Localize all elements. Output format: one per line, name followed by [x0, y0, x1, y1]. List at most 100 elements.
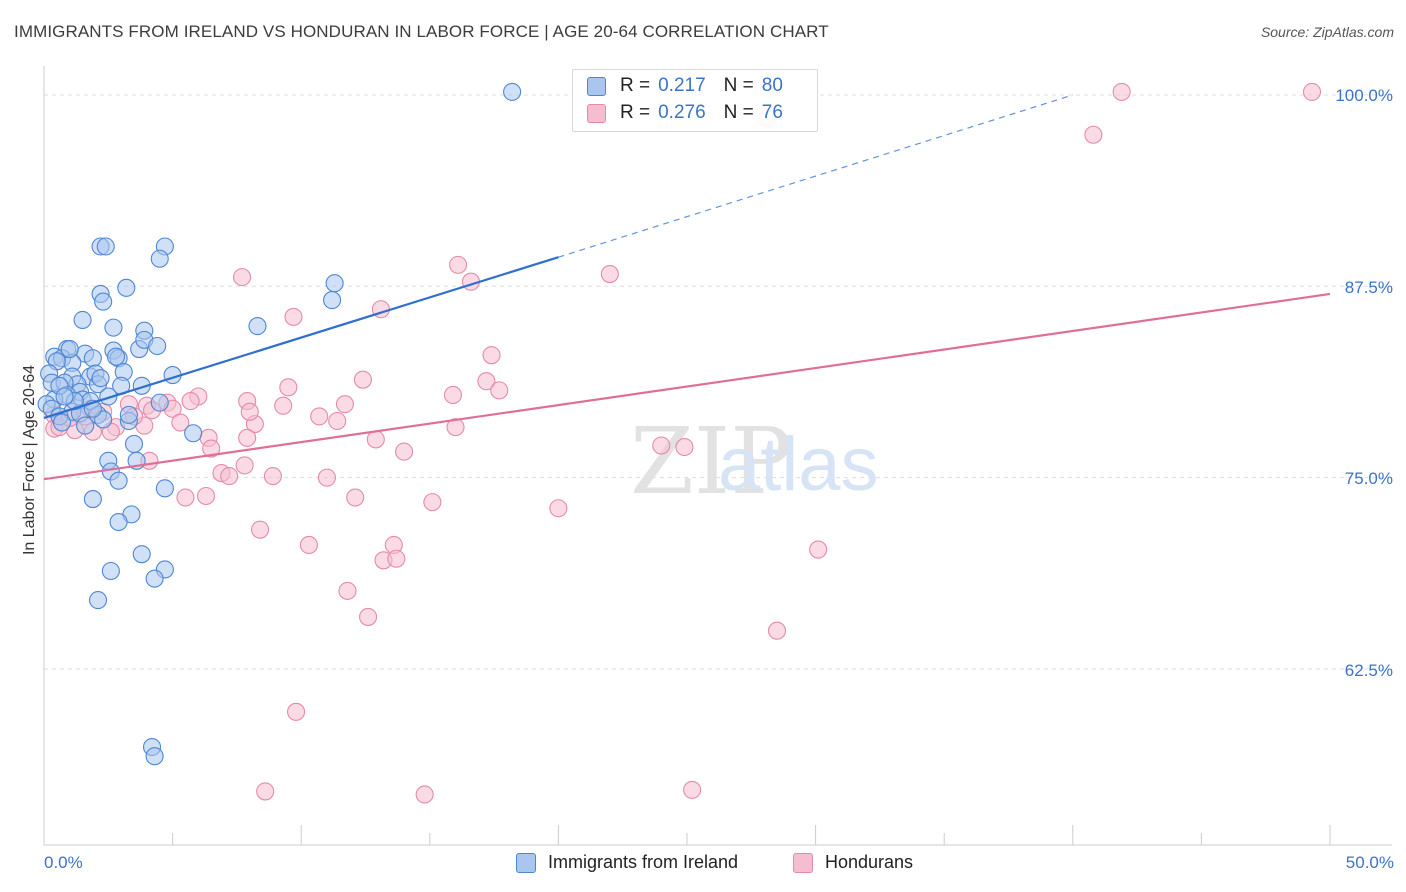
legend-n-value: 80	[761, 75, 783, 96]
hondurans-point	[387, 549, 406, 568]
source-label: Source: ZipAtlas.com	[1260, 24, 1394, 40]
hondurans-point	[1302, 82, 1322, 101]
hondurans-point	[171, 413, 190, 432]
hondurans-point	[549, 499, 568, 518]
ireland-point	[145, 569, 164, 588]
ireland-trend-extension	[558, 94, 1073, 258]
hondurans-point	[310, 407, 329, 426]
hondurans-point	[287, 702, 306, 721]
y-tick-label-100: 100.0%	[1335, 86, 1393, 105]
ireland-point	[99, 387, 118, 406]
hondurans-point	[449, 255, 468, 274]
legend-r-value: 0.276	[658, 102, 706, 123]
hondurans-point	[256, 782, 275, 801]
axes	[43, 66, 1392, 846]
hondurans-point	[335, 395, 354, 414]
ireland-point	[83, 349, 102, 368]
hondurans-point	[181, 392, 200, 411]
hondurans-point	[423, 493, 442, 512]
ireland-point	[323, 291, 342, 310]
legend-swatch-ireland	[587, 76, 606, 96]
legend-n-label: N =	[723, 102, 754, 123]
hondurans-point	[274, 396, 293, 415]
ireland-point	[101, 561, 120, 581]
ireland-point	[150, 249, 169, 268]
hondurans-point	[176, 488, 195, 507]
correlation-legend: R = 0.217 N = 80 R = 0.276 N = 76	[572, 69, 818, 132]
bottom-legend-hondurans: Hondurans	[793, 852, 913, 873]
ireland-point	[124, 434, 144, 454]
ireland-point	[52, 413, 72, 432]
hondurans-point	[202, 439, 221, 458]
hondurans-point	[1084, 125, 1103, 144]
hondurans-point	[675, 437, 694, 457]
series-hondurans-points	[45, 82, 1322, 804]
legend-n-label: N =	[723, 75, 754, 96]
ireland-point	[76, 416, 95, 435]
bottom-legend-swatch-hondurans	[793, 852, 813, 873]
ireland-point	[109, 512, 128, 532]
trend-lines	[43, 94, 1331, 481]
chart-title: IMMIGRANTS FROM IRELAND VS HONDURAN IN L…	[14, 22, 829, 41]
hondurans-point	[338, 581, 357, 600]
hondurans-point	[240, 402, 259, 421]
legend-r-label: R =	[620, 75, 651, 96]
ireland-point	[109, 471, 128, 490]
hondurans-point	[299, 535, 318, 555]
legend-r-label: R =	[620, 102, 651, 123]
ireland-point	[132, 545, 151, 564]
y-tick-label-75: 75.0%	[1344, 469, 1393, 488]
hondurans-point	[600, 265, 619, 284]
legend-row-hondurans: R = 0.276 N = 76	[587, 101, 783, 125]
hondurans-point	[250, 520, 270, 539]
ireland-point	[73, 310, 92, 330]
hondurans-point	[232, 268, 252, 287]
ireland-point	[148, 336, 167, 356]
bottom-legend-ireland: Immigrants from Ireland	[516, 852, 738, 873]
hondurans-point	[652, 436, 671, 455]
ireland-point	[94, 292, 113, 311]
ireland-point	[117, 278, 136, 297]
hondurans-point	[482, 346, 501, 365]
ireland-point	[104, 318, 123, 337]
hondurans-point	[366, 430, 385, 449]
ireland-point	[119, 405, 138, 424]
y-tick-label-62-5: 62.5%	[1344, 661, 1393, 680]
ireland-point	[106, 347, 126, 366]
ireland-point	[83, 490, 102, 509]
bottom-legend-label-ireland: Immigrants from Ireland	[548, 852, 739, 872]
bottom-legend-swatch-ireland	[516, 852, 536, 873]
ireland-point	[96, 237, 115, 256]
hondurans-point	[443, 385, 462, 405]
ireland-point	[55, 387, 74, 406]
hondurans-point	[683, 780, 702, 799]
ireland-point	[91, 369, 110, 388]
hondurans-point	[395, 442, 414, 461]
hondurans-point	[196, 486, 216, 506]
hondurans-point	[238, 428, 257, 447]
ireland-point	[150, 393, 169, 412]
hondurans-point	[284, 307, 303, 326]
series-ireland-points	[37, 82, 522, 766]
hondurans-point	[328, 411, 347, 431]
bottom-legend-label-hondurans: Hondurans	[825, 852, 914, 872]
ireland-point	[145, 747, 164, 766]
hondurans-point	[220, 467, 239, 486]
ireland-point	[248, 317, 267, 336]
hondurans-point	[279, 378, 298, 397]
watermark-zip: ZIP	[630, 408, 792, 515]
ireland-point	[184, 424, 203, 443]
ireland-trend-line	[43, 256, 559, 419]
hondurans-point	[235, 456, 254, 475]
hondurans-point	[1112, 82, 1131, 101]
hondurans-point	[767, 621, 787, 640]
x-tick-label-max: 50.0%	[1345, 853, 1394, 872]
legend-n-value: 76	[761, 102, 783, 123]
hondurans-point	[346, 488, 365, 507]
hondurans-point	[263, 467, 282, 486]
hondurans-point	[415, 785, 434, 804]
hondurans-point	[317, 468, 336, 487]
hondurans-point	[353, 370, 372, 389]
legend-swatch-hondurans	[587, 103, 606, 123]
